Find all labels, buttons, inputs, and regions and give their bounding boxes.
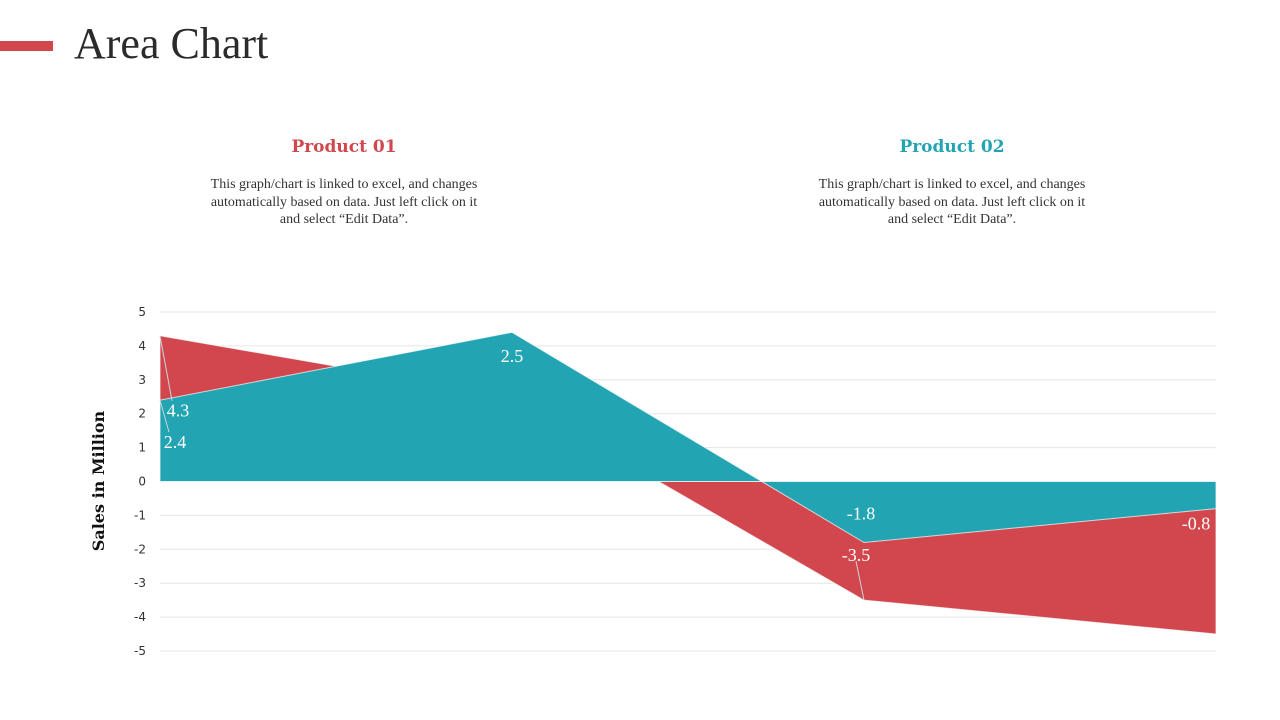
y-tick-label: 0: [138, 475, 146, 489]
y-axis-label: Sales in Million: [89, 410, 108, 551]
product-01-title: Product 01: [291, 137, 397, 157]
area-series: [159, 331, 1217, 635]
data-labels: 4.3 2.5 -3.5 -4.5 2.4 4.4 -1.8 -0.8: [164, 289, 1211, 720]
y-tick-label: -4: [134, 610, 146, 624]
product-02-description: This graph/chart is linked to excel, and…: [818, 177, 1086, 227]
y-tick-label: 1: [138, 441, 146, 455]
data-label-product-01: -4.5: [1182, 702, 1211, 720]
leader-line: [159, 400, 170, 433]
product-01-description: This graph/chart is linked to excel, and…: [210, 177, 478, 227]
y-tick-label: 4: [138, 339, 146, 353]
leader-line: [855, 561, 865, 601]
y-tick-label: -5: [134, 644, 146, 658]
product-02-block: Product 02 This graph/chart is linked to…: [812, 134, 1092, 229]
data-label-product-02: 2.4: [164, 432, 187, 452]
y-tick-label: -3: [134, 576, 146, 590]
data-label-product-01: 2.5: [501, 346, 524, 366]
y-tick-label: 5: [138, 305, 146, 319]
y-tick-label: 2: [138, 407, 146, 421]
data-label-product-02: -1.8: [847, 504, 876, 524]
y-tick-label: -1: [134, 508, 146, 522]
data-label-product-02: -0.8: [1182, 514, 1211, 534]
y-axis-ticks: 5 4 3 2 1 0 -1 -2 -3 -4 -5: [134, 305, 146, 658]
y-tick-label: -2: [134, 542, 146, 556]
label-leader-lines: [159, 335, 865, 601]
page-title: Area Chart: [74, 19, 269, 68]
data-label-product-01: 4.3: [167, 401, 190, 421]
product-02-title: Product 02: [899, 137, 1005, 157]
y-tick-label: 3: [138, 373, 146, 387]
title-accent-bar: [0, 41, 53, 51]
leader-line: [159, 335, 173, 401]
data-label-product-01: -3.5: [842, 545, 871, 565]
product-01-block: Product 01 This graph/chart is linked to…: [204, 134, 484, 229]
data-label-product-02: 4.4: [501, 289, 524, 309]
